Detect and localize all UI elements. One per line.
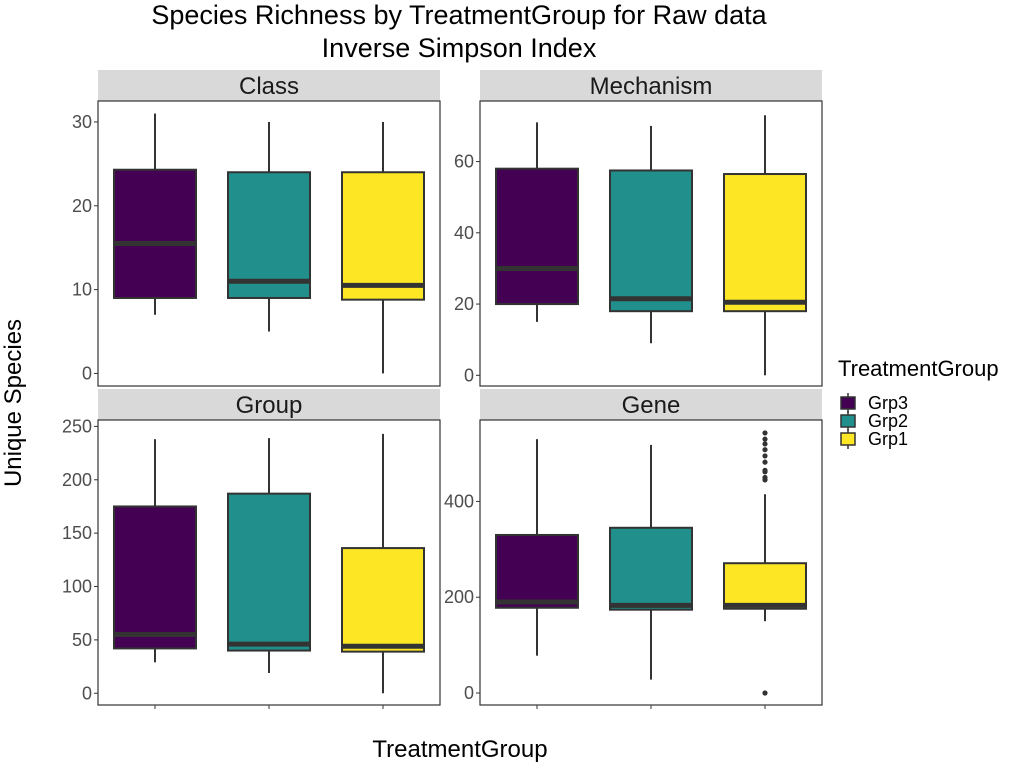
panel-border <box>97 100 441 387</box>
facet-strip-label: Class <box>239 73 299 100</box>
panel-border <box>97 419 441 706</box>
y-tick-label: 0 <box>464 683 474 703</box>
outlier-point <box>762 690 768 696</box>
legend-key <box>840 432 856 446</box>
y-tick-label: 30 <box>72 112 92 132</box>
facet-strip-label: Group <box>236 392 303 419</box>
y-tick-label: 100 <box>62 577 92 597</box>
legend-key <box>840 396 856 410</box>
legend-item-grp3: Grp3 <box>840 393 908 413</box>
y-tick-label: 200 <box>444 587 474 607</box>
y-tick-label: 10 <box>72 280 92 300</box>
box-grp2 <box>227 438 311 673</box>
outlier-point <box>762 459 768 465</box>
box-iqr <box>113 505 197 650</box>
facet-strip <box>98 389 440 420</box>
box-iqr <box>609 526 693 611</box>
y-tick-label: 150 <box>62 523 92 543</box>
legend-label: Grp3 <box>868 393 908 413</box>
panel-class: Class 0 10 20 30 <box>72 70 441 387</box>
box-grp3 <box>495 439 579 656</box>
y-tick-label: 250 <box>62 416 92 436</box>
y-tick-label: 0 <box>464 365 474 385</box>
box-grp3 <box>113 113 197 315</box>
y-tick-label: 200 <box>62 470 92 490</box>
box-grp1 <box>341 121 425 374</box>
facet-strip <box>480 70 822 101</box>
y-tick-label: 0 <box>82 363 92 383</box>
facet-panels: Class 0 10 20 30 Mechanism 0 20 40 60 Group 0 50 100 1… <box>62 70 823 709</box>
y-tick-label: 40 <box>454 223 474 243</box>
box-grp3 <box>495 122 579 322</box>
box-iqr <box>341 547 425 653</box>
y-tick-label: 60 <box>454 152 474 172</box>
outlier-point <box>762 447 768 453</box>
legend-item-grp1: Grp1 <box>840 429 908 449</box>
y-axis-title: Unique Species <box>0 319 27 487</box>
outlier-point <box>762 453 768 459</box>
box-iqr <box>341 171 425 301</box>
outlier-point <box>762 430 768 436</box>
box-grp3 <box>113 439 197 663</box>
y-tick-label: 20 <box>72 196 92 216</box>
y-tick-label: 50 <box>72 630 92 650</box>
box-iqr <box>723 173 807 313</box>
x-axis-title: TreatmentGroup <box>372 736 547 763</box>
legend-item-grp2: Grp2 <box>840 411 908 431</box>
box-grp2 <box>609 125 693 344</box>
panel-border <box>479 100 823 387</box>
facet-strip <box>480 389 822 420</box>
legend-label: Grp1 <box>868 429 908 449</box>
box-iqr <box>227 171 311 299</box>
panel-group: Group 0 50 100 150 200 250 <box>62 389 441 709</box>
box-grp1 <box>341 433 425 694</box>
box-iqr <box>227 492 311 652</box>
box-iqr <box>609 169 693 313</box>
y-tick-label: 0 <box>82 683 92 703</box>
outlier-point <box>762 441 768 447</box>
box-iqr <box>495 533 579 609</box>
panel-mechanism: Mechanism 0 20 40 60 <box>454 70 823 387</box>
facet-strip-label: Mechanism <box>590 73 713 100</box>
chart-title: Species Richness by TreatmentGroup for R… <box>151 0 767 30</box>
box-iqr <box>723 562 807 610</box>
legend-title: TreatmentGroup <box>838 356 999 381</box>
y-tick-label: 20 <box>454 294 474 314</box>
facet-strip-label: Gene <box>622 392 681 419</box>
box-iqr <box>495 167 579 306</box>
outlier-point <box>762 467 768 473</box>
y-tick-label: 400 <box>444 491 474 511</box>
panel-gene: Gene 0 200 400 <box>444 389 823 709</box>
panel-border <box>479 419 823 706</box>
box-grp2 <box>609 444 693 680</box>
box-grp1 <box>723 430 807 696</box>
box-iqr <box>113 168 197 299</box>
legend-label: Grp2 <box>868 411 908 431</box>
chart-subtitle: Inverse Simpson Index <box>322 33 597 63</box>
box-grp2 <box>227 121 311 332</box>
outlier-point <box>762 436 768 442</box>
outlier-point <box>762 474 768 481</box>
legend-key <box>840 414 856 428</box>
box-grp1 <box>723 115 807 376</box>
facet-strip <box>98 70 440 101</box>
